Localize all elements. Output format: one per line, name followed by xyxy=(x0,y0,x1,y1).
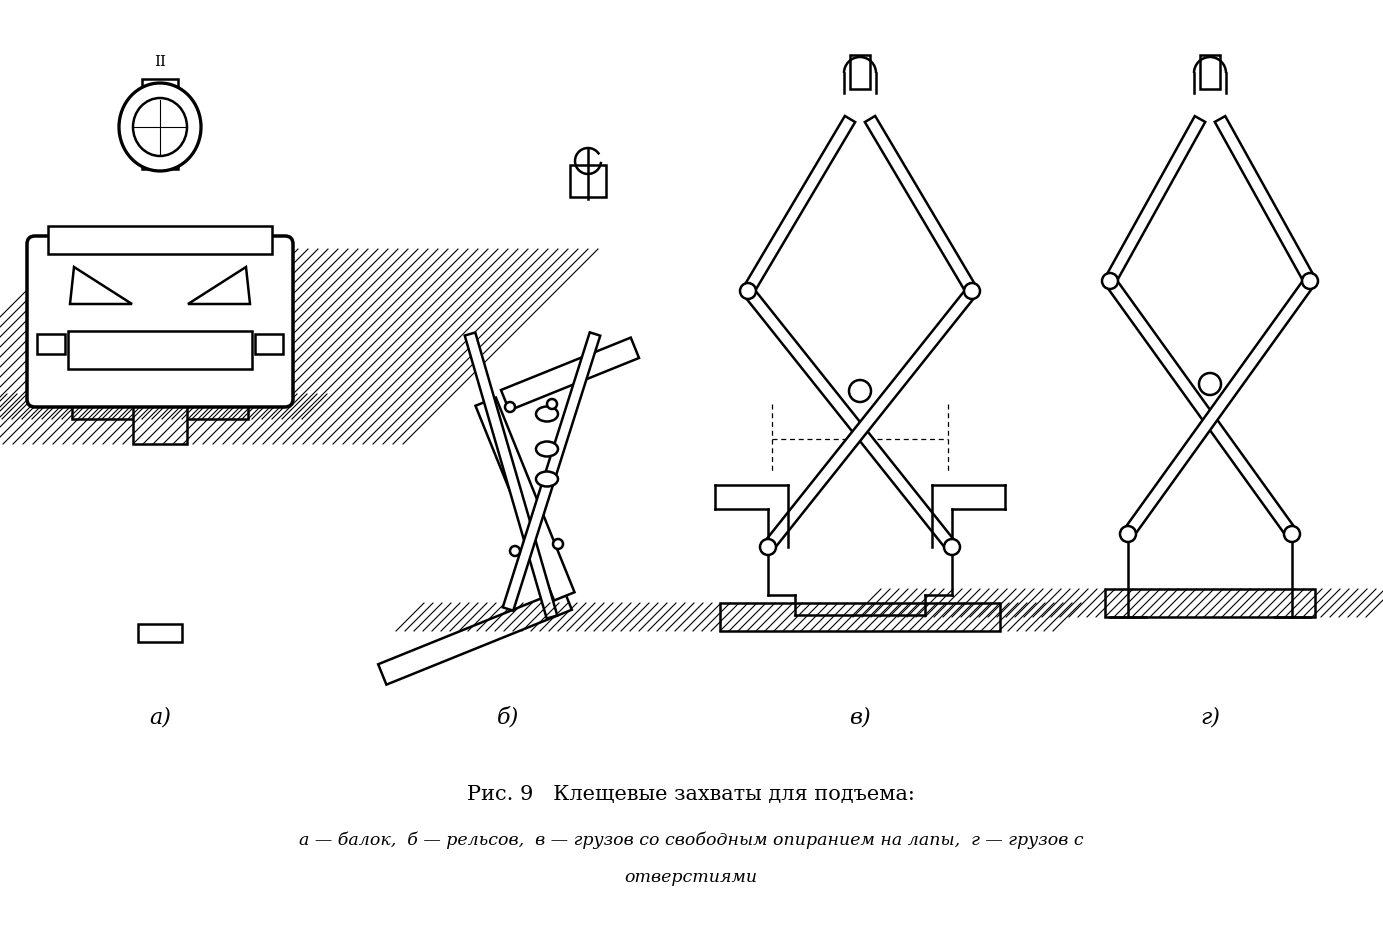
Text: отверстиями: отверстиями xyxy=(625,868,758,885)
Polygon shape xyxy=(503,333,600,611)
Polygon shape xyxy=(71,268,131,305)
Circle shape xyxy=(553,540,563,549)
Circle shape xyxy=(505,403,514,412)
FancyBboxPatch shape xyxy=(28,237,293,407)
Text: II: II xyxy=(154,55,166,69)
Polygon shape xyxy=(763,288,976,551)
Polygon shape xyxy=(864,117,978,295)
Polygon shape xyxy=(501,338,639,411)
Bar xyxy=(133,249,187,445)
Circle shape xyxy=(964,284,981,300)
Bar xyxy=(138,625,183,643)
Text: в): в) xyxy=(849,706,871,728)
Text: Рис. 9   Клещевые захваты для подъема:: Рис. 9 Клещевые захваты для подъема: xyxy=(467,784,916,803)
Bar xyxy=(72,394,248,420)
Bar xyxy=(721,604,1000,631)
Polygon shape xyxy=(476,398,574,601)
Ellipse shape xyxy=(537,472,557,487)
Bar xyxy=(851,56,870,89)
Circle shape xyxy=(761,540,776,555)
Circle shape xyxy=(1199,373,1221,396)
Polygon shape xyxy=(743,288,957,551)
Text: б): б) xyxy=(496,706,519,728)
Text: а): а) xyxy=(149,706,171,728)
Ellipse shape xyxy=(119,84,201,171)
Polygon shape xyxy=(1105,117,1205,285)
Polygon shape xyxy=(1214,117,1315,285)
Polygon shape xyxy=(188,268,250,305)
Bar xyxy=(1105,589,1315,617)
Circle shape xyxy=(945,540,960,555)
Circle shape xyxy=(849,381,871,403)
Polygon shape xyxy=(378,589,571,684)
Text: г): г) xyxy=(1200,706,1220,728)
Circle shape xyxy=(740,284,757,300)
Circle shape xyxy=(510,546,520,556)
Circle shape xyxy=(1120,526,1135,543)
Bar xyxy=(48,227,272,255)
Polygon shape xyxy=(465,333,557,619)
Bar xyxy=(37,335,65,355)
Ellipse shape xyxy=(537,442,557,457)
Polygon shape xyxy=(1105,278,1297,538)
Circle shape xyxy=(1301,274,1318,289)
Bar xyxy=(254,335,284,355)
Text: а — балок,  б — рельсов,  в — грузов со свободным опиранием на лапы,  г — грузов: а — балок, б — рельсов, в — грузов со св… xyxy=(299,830,1083,848)
Bar xyxy=(142,80,178,169)
Bar xyxy=(1200,56,1220,89)
Bar xyxy=(570,166,606,198)
Circle shape xyxy=(1102,274,1117,289)
Ellipse shape xyxy=(537,407,557,422)
Circle shape xyxy=(1283,526,1300,543)
Circle shape xyxy=(548,400,557,409)
Ellipse shape xyxy=(133,99,187,157)
Bar xyxy=(68,331,252,369)
Polygon shape xyxy=(743,117,855,295)
Polygon shape xyxy=(1123,278,1315,538)
